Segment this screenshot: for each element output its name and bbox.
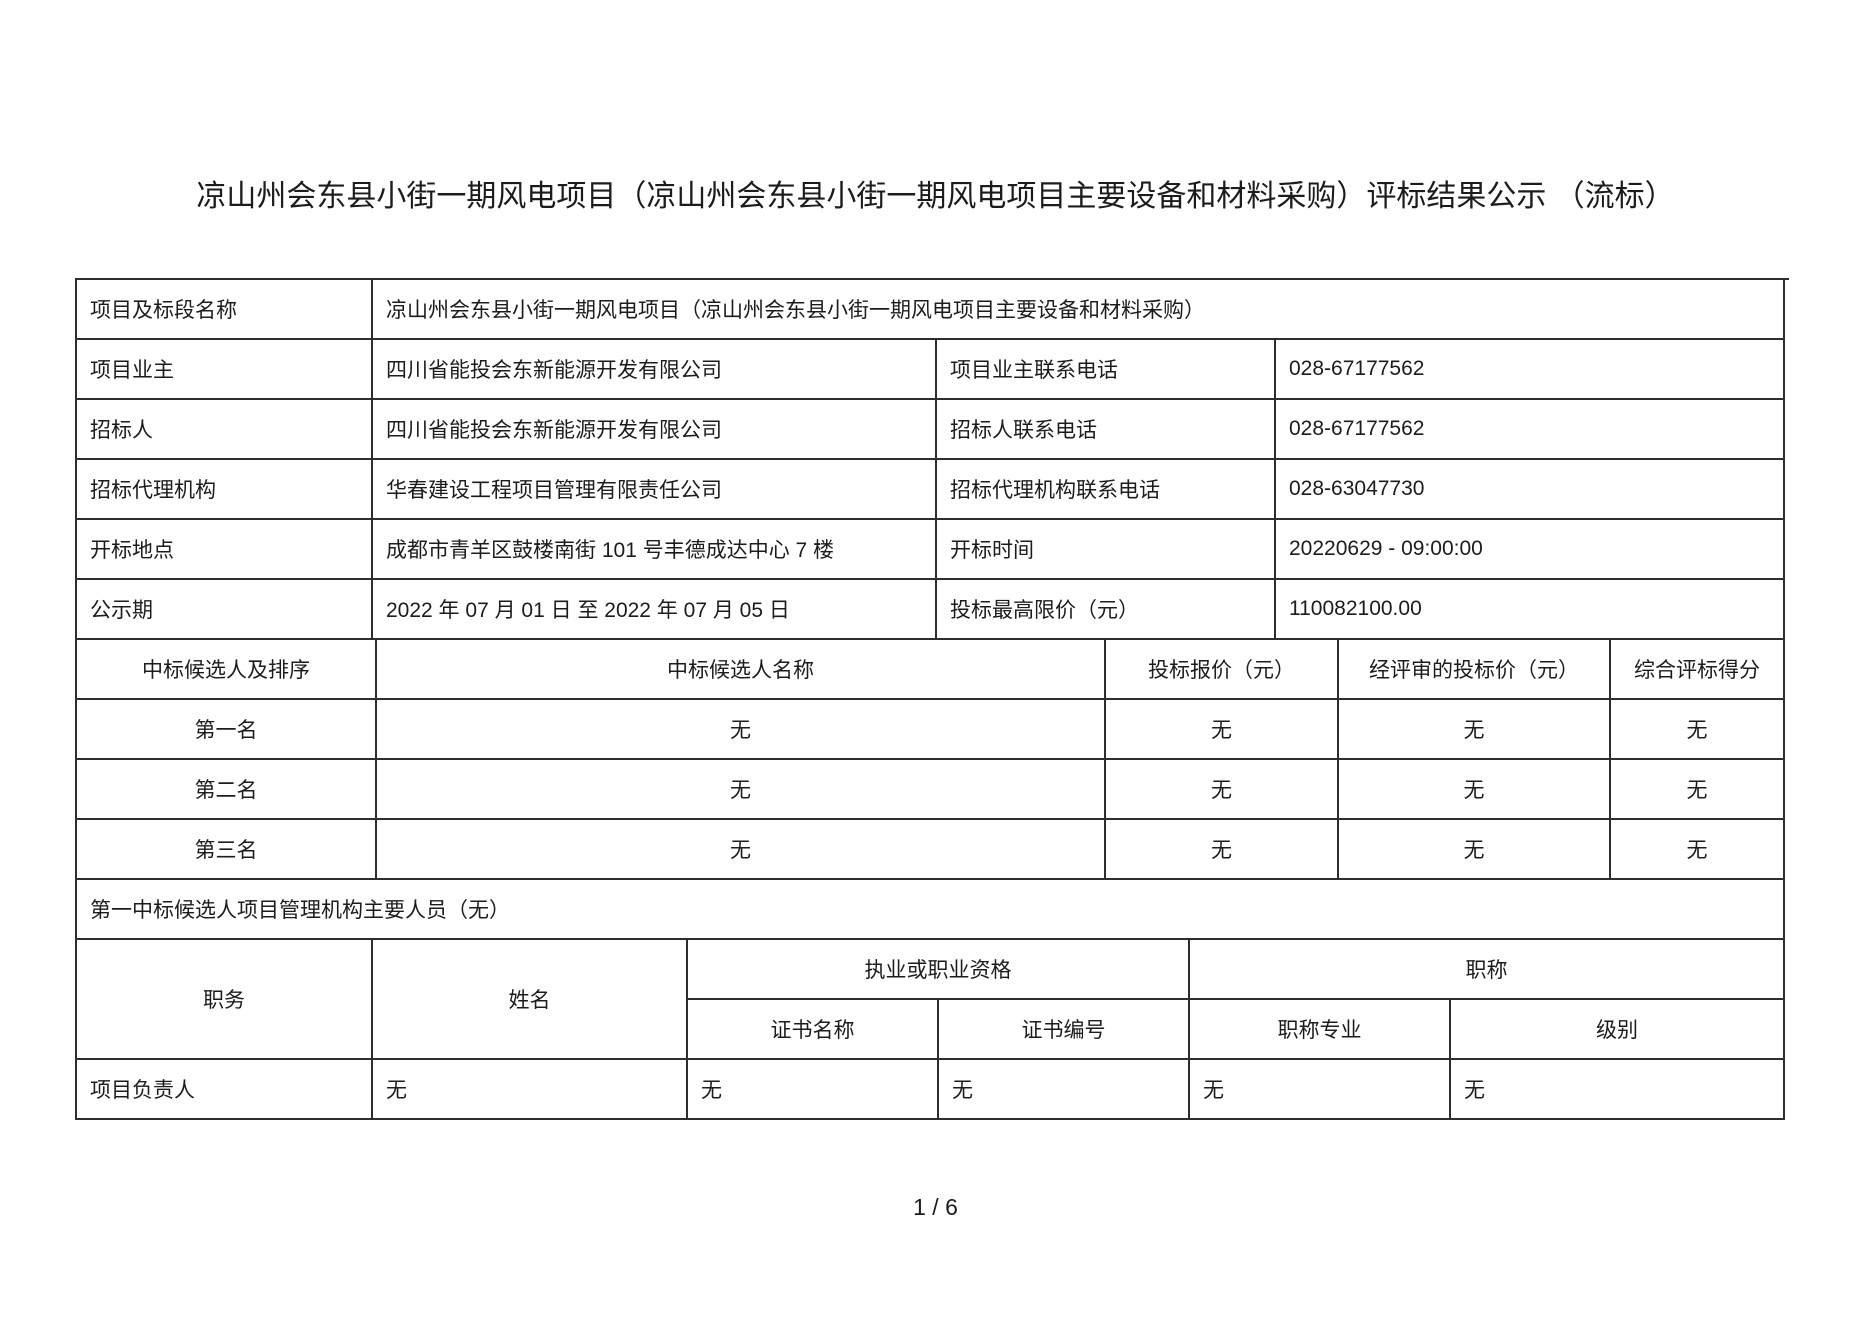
personnel-header-top: 执业或职业资格 职称 bbox=[688, 940, 1785, 1000]
table-row: 招标人 四川省能投会东新能源开发有限公司 招标人联系电话 028-6717756… bbox=[77, 400, 1789, 460]
info-value-cell: 110082100.00 bbox=[1276, 580, 1785, 640]
table-row: 项目业主 四川省能投会东新能源开发有限公司 项目业主联系电话 028-67177… bbox=[77, 340, 1789, 400]
column-header: 投标报价（元） bbox=[1106, 640, 1339, 700]
info-value-cell: 四川省能投会东新能源开发有限公司 bbox=[373, 340, 937, 400]
candidate-rank-cell: 第一名 bbox=[77, 700, 377, 760]
result-table: 项目及标段名称 凉山州会东县小街一期风电项目（凉山州会东县小街一期风电项目主要设… bbox=[75, 278, 1789, 1120]
personnel-header-bottom: 证书名称 证书编号 职称专业 级别 bbox=[688, 1000, 1785, 1060]
personnel-row: 项目负责人 无 无 无 无 无 bbox=[77, 1060, 1789, 1120]
info-value-cell: 成都市青羊区鼓楼南街 101 号丰德成达中心 7 楼 bbox=[373, 520, 937, 580]
candidate-score-cell: 无 bbox=[1611, 820, 1785, 880]
candidate-row: 第三名 无 无 无 无 bbox=[77, 820, 1789, 880]
column-header: 中标候选人名称 bbox=[377, 640, 1106, 700]
info-label-cell: 招标人联系电话 bbox=[937, 400, 1276, 460]
info-label-cell: 开标地点 bbox=[77, 520, 373, 580]
info-value-cell: 028-67177562 bbox=[1276, 340, 1785, 400]
info-value-cell: 华春建设工程项目管理有限责任公司 bbox=[373, 460, 937, 520]
column-header: 姓名 bbox=[373, 940, 688, 1060]
candidate-evaluated-bid-cell: 无 bbox=[1339, 820, 1611, 880]
personnel-title-major-cell: 无 bbox=[1190, 1060, 1451, 1120]
column-header: 职称专业 bbox=[1190, 1000, 1451, 1060]
candidate-bid-cell: 无 bbox=[1106, 820, 1339, 880]
personnel-section-title: 第一中标候选人项目管理机构主要人员（无） bbox=[77, 880, 1785, 940]
candidate-score-cell: 无 bbox=[1611, 700, 1785, 760]
candidate-bid-cell: 无 bbox=[1106, 700, 1339, 760]
info-label-cell: 招标人 bbox=[77, 400, 373, 460]
candidate-rank-cell: 第二名 bbox=[77, 760, 377, 820]
info-value-cell: 028-63047730 bbox=[1276, 460, 1785, 520]
info-value-cell: 20220629 - 09:00:00 bbox=[1276, 520, 1785, 580]
column-header: 中标候选人及排序 bbox=[77, 640, 377, 700]
candidates-header-row: 中标候选人及排序 中标候选人名称 投标报价（元） 经评审的投标价（元） 综合评标… bbox=[77, 640, 1789, 700]
column-header: 经评审的投标价（元） bbox=[1339, 640, 1611, 700]
column-header: 综合评标得分 bbox=[1611, 640, 1785, 700]
candidate-bid-cell: 无 bbox=[1106, 760, 1339, 820]
column-header: 级别 bbox=[1451, 1000, 1785, 1060]
column-header: 证书名称 bbox=[688, 1000, 939, 1060]
info-label-cell: 公示期 bbox=[77, 580, 373, 640]
column-header: 证书编号 bbox=[939, 1000, 1190, 1060]
info-label-cell: 招标代理机构联系电话 bbox=[937, 460, 1276, 520]
info-label-cell: 招标代理机构 bbox=[77, 460, 373, 520]
info-label-cell: 项目及标段名称 bbox=[77, 280, 373, 340]
personnel-cert-no-cell: 无 bbox=[939, 1060, 1190, 1120]
candidate-rank-cell: 第三名 bbox=[77, 820, 377, 880]
info-label-cell: 开标时间 bbox=[937, 520, 1276, 580]
candidate-name-cell: 无 bbox=[377, 820, 1106, 880]
table-row: 项目及标段名称 凉山州会东县小街一期风电项目（凉山州会东县小街一期风电项目主要设… bbox=[77, 280, 1789, 340]
info-value-cell: 028-67177562 bbox=[1276, 400, 1785, 460]
candidate-name-cell: 无 bbox=[377, 760, 1106, 820]
candidate-name-cell: 无 bbox=[377, 700, 1106, 760]
personnel-header-subgrid: 执业或职业资格 职称 证书名称 证书编号 职称专业 级别 bbox=[688, 940, 1785, 1060]
personnel-name-cell: 无 bbox=[373, 1060, 688, 1120]
candidate-row: 第二名 无 无 无 无 bbox=[77, 760, 1789, 820]
personnel-cert-name-cell: 无 bbox=[688, 1060, 939, 1120]
personnel-section-row: 第一中标候选人项目管理机构主要人员（无） bbox=[77, 880, 1789, 940]
info-label-cell: 项目业主联系电话 bbox=[937, 340, 1276, 400]
page-number: 1 / 6 bbox=[913, 1194, 958, 1220]
candidate-evaluated-bid-cell: 无 bbox=[1339, 760, 1611, 820]
personnel-title-level-cell: 无 bbox=[1451, 1060, 1785, 1120]
info-value-cell: 四川省能投会东新能源开发有限公司 bbox=[373, 400, 937, 460]
column-header: 职称 bbox=[1190, 940, 1785, 1000]
table-row: 公示期 2022 年 07 月 01 日 至 2022 年 07 月 05 日 … bbox=[77, 580, 1789, 640]
candidate-score-cell: 无 bbox=[1611, 760, 1785, 820]
table-row: 开标地点 成都市青羊区鼓楼南街 101 号丰德成达中心 7 楼 开标时间 202… bbox=[77, 520, 1789, 580]
column-header: 职务 bbox=[77, 940, 373, 1060]
candidate-row: 第一名 无 无 无 无 bbox=[77, 700, 1789, 760]
info-label-cell: 投标最高限价（元） bbox=[937, 580, 1276, 640]
info-value-cell: 2022 年 07 月 01 日 至 2022 年 07 月 05 日 bbox=[373, 580, 937, 640]
info-label-cell: 项目业主 bbox=[77, 340, 373, 400]
personnel-header-rows: 职务 姓名 执业或职业资格 职称 证书名称 证书编号 职称专业 级别 bbox=[77, 940, 1789, 1060]
column-header: 执业或职业资格 bbox=[688, 940, 1190, 1000]
personnel-position-cell: 项目负责人 bbox=[77, 1060, 373, 1120]
info-value-cell: 凉山州会东县小街一期风电项目（凉山州会东县小街一期风电项目主要设备和材料采购） bbox=[373, 280, 1785, 340]
document-title: 凉山州会东县小街一期风电项目（凉山州会东县小街一期风电项目主要设备和材料采购）评… bbox=[196, 180, 1675, 213]
candidate-evaluated-bid-cell: 无 bbox=[1339, 700, 1611, 760]
table-row: 招标代理机构 华春建设工程项目管理有限责任公司 招标代理机构联系电话 028-6… bbox=[77, 460, 1789, 520]
